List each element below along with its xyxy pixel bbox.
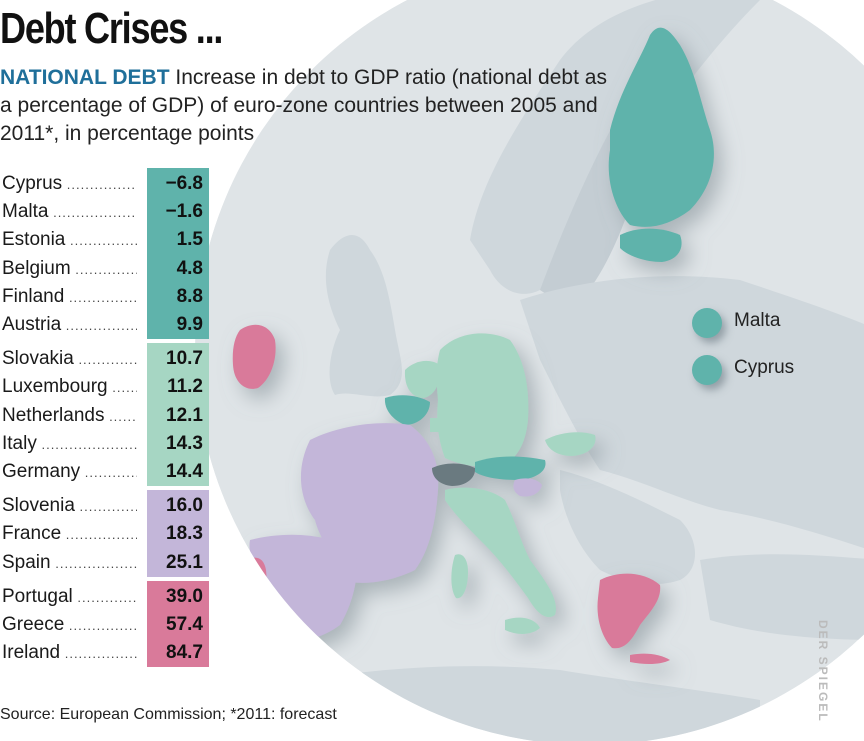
slovenia-shape (513, 478, 542, 497)
country-label: Netherlands (2, 404, 137, 429)
legend-label: Malta (734, 310, 781, 331)
table-row: Belgium 4.8 (0, 255, 215, 283)
sicily-shape (505, 617, 540, 634)
table-row: Austria 9.9 (0, 311, 215, 339)
subtitle-text: Increase in debt to GDP ratio (national … (0, 66, 607, 145)
finland-shape (608, 27, 714, 227)
balkans-land (560, 470, 695, 585)
group-band (147, 168, 209, 340)
value-label: 16.0 (166, 495, 203, 517)
country-label: Luxembourg (2, 375, 137, 400)
table-row: Italy 14.3 (0, 430, 215, 458)
value-label: 14.3 (166, 432, 203, 454)
crete-shape (630, 653, 670, 665)
value-label: 12.1 (166, 404, 203, 426)
table-row: Malta −1.6 (0, 198, 215, 226)
credit-label: DER SPIEGEL (816, 620, 830, 723)
table-row: Portugal 39.0 (0, 583, 215, 611)
uk-land (325, 235, 402, 397)
value-label: 11.2 (167, 376, 203, 398)
country-label: Italy (2, 432, 137, 457)
table-row: Cyprus −6.8 (0, 170, 215, 198)
table-row: Luxembourg 11.2 (0, 373, 215, 401)
table-row: Slovenia 16.0 (0, 492, 215, 520)
sardinia-shape (451, 554, 468, 599)
value-label: 18.3 (166, 523, 203, 545)
country-label: Greece (2, 613, 137, 638)
group-band (147, 343, 209, 487)
value-label: 1.5 (176, 229, 203, 251)
italy-shape (445, 487, 556, 618)
value-label: 4.8 (176, 257, 203, 279)
country-label: Belgium (2, 257, 137, 282)
value-label: 14.4 (166, 461, 203, 482)
table-row: Germany 14.4 (0, 458, 215, 486)
country-label: Spain (2, 551, 137, 576)
table-row: Netherlands 12.1 (0, 402, 215, 430)
country-label: Slovenia (2, 494, 137, 519)
switzerland-shape (432, 463, 476, 486)
table-row: Spain 25.1 (0, 549, 215, 577)
table-row: Slovakia 10.7 (0, 345, 215, 373)
netherlands-shape (404, 360, 441, 398)
value-label: 25.1 (166, 551, 203, 573)
slovakia-shape (545, 432, 596, 456)
country-label: Ireland (2, 641, 137, 666)
group-band (147, 490, 209, 577)
country-label: Austria (2, 313, 137, 338)
legend-marker (692, 355, 722, 385)
table-row: Estonia 1.5 (0, 226, 215, 254)
table-row: France 18.3 (0, 520, 215, 548)
country-label: Malta (2, 200, 137, 225)
ireland-shape (232, 324, 276, 389)
source-note: Source: European Commission; *2011: fore… (0, 706, 337, 723)
group-band (147, 580, 209, 668)
country-label: Finland (2, 285, 137, 310)
legend-marker (692, 308, 722, 338)
value-label: −1.6 (165, 201, 203, 223)
value-label: 84.7 (166, 642, 203, 664)
belgium-shape (384, 395, 430, 425)
estonia-shape (620, 228, 682, 262)
greece-shape (597, 573, 661, 649)
value-label: 10.7 (166, 348, 203, 370)
subtitle: NATIONAL DEBT Increase in debt to GDP ra… (0, 64, 610, 148)
turkey-land (700, 554, 864, 640)
value-label: 39.0 (166, 585, 203, 607)
country-label: Cyprus (2, 172, 137, 197)
country-label: France (2, 522, 137, 547)
country-label: Slovakia (2, 347, 137, 372)
table-row: Greece 57.4 (0, 611, 215, 639)
table-row: Finland 8.8 (0, 283, 215, 311)
value-label: 8.8 (176, 285, 203, 307)
table-row: Ireland 84.7 (0, 639, 215, 667)
austria-shape (475, 456, 546, 480)
country-label: Portugal (2, 585, 137, 610)
value-label: 9.9 (176, 314, 203, 335)
germany-shape (436, 333, 529, 468)
value-label: 57.4 (166, 614, 203, 635)
value-label: −6.8 (165, 173, 203, 194)
legend-label: Cyprus (734, 357, 795, 378)
country-label: Estonia (2, 228, 137, 253)
portugal-shape (245, 557, 267, 631)
page-title: Debt Crises ... (0, 4, 223, 53)
eastern-europe-land (520, 276, 864, 560)
subtitle-keyword: NATIONAL DEBT (0, 66, 170, 89)
country-label: Germany (2, 460, 137, 485)
